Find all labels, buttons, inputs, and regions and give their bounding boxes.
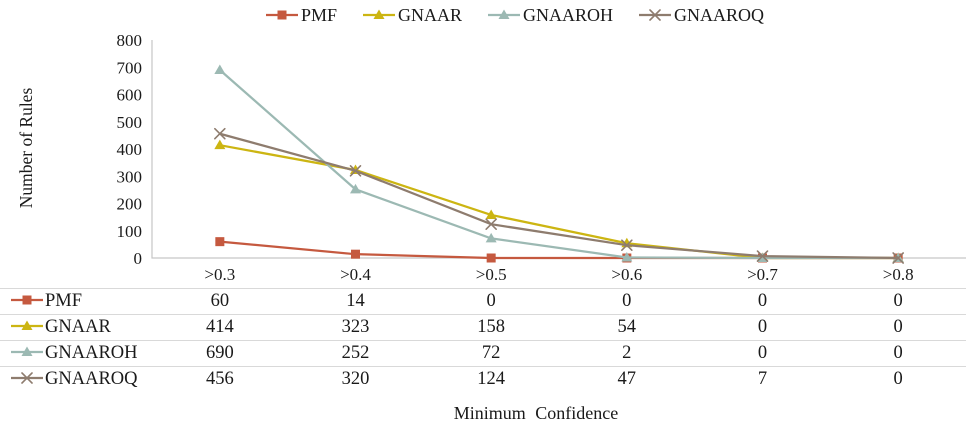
table-value-cell: 0 (893, 317, 903, 337)
table-value-cell: 0 (893, 343, 903, 363)
table-series-label: GNAAR (45, 317, 111, 337)
triangle-series-key-icon (11, 317, 43, 338)
table-value-cell: 14 (346, 291, 365, 311)
table-value-cell: 54 (617, 317, 637, 337)
table-series-label: GNAAROQ (45, 369, 138, 389)
y-tick-label: 300 (117, 167, 143, 186)
legend-item-gnaaroq: GNAAROQ (639, 4, 764, 26)
x-series-key-icon (11, 369, 43, 390)
table-value-cell: 0 (893, 291, 903, 311)
table-value-cell: 0 (486, 291, 496, 311)
gnaaroh-line-marker-icon (488, 9, 521, 21)
table-series-key-cell: PMF (0, 291, 152, 312)
y-tick-label: 500 (117, 113, 143, 132)
table-value-cell: 414 (205, 317, 234, 337)
y-tick-label: 0 (134, 249, 143, 268)
y-tick-label: 400 (117, 140, 143, 159)
table-value-cell: 323 (341, 317, 370, 337)
legend-label-gnaar: GNAAR (398, 5, 463, 25)
pmf-line-marker-icon (265, 9, 298, 21)
table-row: GNAAROQ 456 320 124 47 7 0 (0, 366, 966, 392)
gnaaroq-line-marker-icon (639, 9, 672, 21)
triangle-series-key-icon (11, 343, 43, 364)
table-series-key-cell: GNAAR (0, 317, 152, 338)
x-tick-label: >0.5 (476, 265, 507, 284)
table-value-cell: 7 (757, 369, 768, 389)
table-value-cell: 0 (757, 291, 768, 311)
table-value-cell: 60 (210, 291, 230, 311)
legend-item-pmf: PMF (265, 4, 337, 26)
table-value-cell: 72 (481, 343, 501, 363)
table-value-cell: 2 (622, 343, 632, 363)
table-value-cell: 47 (617, 369, 637, 389)
chart-legend: PMF GNAAR GNAAROH GNAAROQ (60, 4, 970, 26)
gnaar-line-marker-icon (363, 9, 395, 21)
table-value-cell: 320 (341, 369, 370, 389)
table-value-cell: 456 (205, 369, 234, 389)
table-value-cell: 0 (757, 343, 768, 363)
table-value-cell: 0 (622, 291, 632, 311)
x-tick-label: >0.4 (340, 265, 371, 284)
line-chart-plot: 0 100 200 300 400 500 600 700 800 >0.3 >0.4 >0.5 >0.… (117, 31, 966, 284)
y-tick-label: 200 (117, 195, 143, 214)
table-row: PMF 60 14 0 0 0 0 (0, 288, 966, 314)
table-row: GNAAR 414 323 158 54 0 0 (0, 314, 966, 340)
table-series-label: PMF (45, 291, 83, 311)
table-series-key-cell: GNAAROQ (0, 369, 152, 390)
legend-label-gnaaroq: GNAAROQ (674, 5, 765, 25)
square-series-key-icon (11, 291, 43, 312)
table-series-label: GNAAROH (45, 343, 138, 363)
legend-label-pmf: PMF (300, 5, 337, 25)
table-series-key-cell: GNAAROH (0, 343, 152, 364)
table-value-cell: 124 (477, 369, 506, 389)
legend-item-gnaaroh: GNAAROH (488, 4, 613, 26)
x-tick-label: >0.3 (204, 265, 235, 284)
y-tick-label: 100 (117, 222, 143, 241)
rules-data-table: PMF 60 14 0 0 0 0 GNAAR 414 323 158 54 0 0 GNAAROH 690 2… (0, 288, 966, 392)
table-value-cell: 0 (757, 317, 768, 337)
table-value-cell: 252 (341, 343, 370, 363)
table-value-cell: 690 (205, 343, 234, 363)
table-row: GNAAROH 690 252 72 2 0 0 (0, 340, 966, 366)
legend-item-gnaar: GNAAR (363, 4, 462, 26)
y-tick-label: 600 (117, 86, 143, 105)
x-tick-label: >0.8 (883, 265, 914, 284)
legend-label-gnaaroh: GNAAROH (523, 5, 614, 25)
x-tick-label: >0.7 (747, 265, 778, 284)
table-value-cell: 158 (477, 317, 506, 337)
y-tick-label: 800 (117, 31, 143, 50)
x-axis-title: Minimum Confidence (453, 403, 619, 423)
y-tick-label: 700 (117, 58, 143, 77)
x-tick-label: >0.6 (611, 265, 642, 284)
table-value-cell: 0 (893, 369, 903, 389)
